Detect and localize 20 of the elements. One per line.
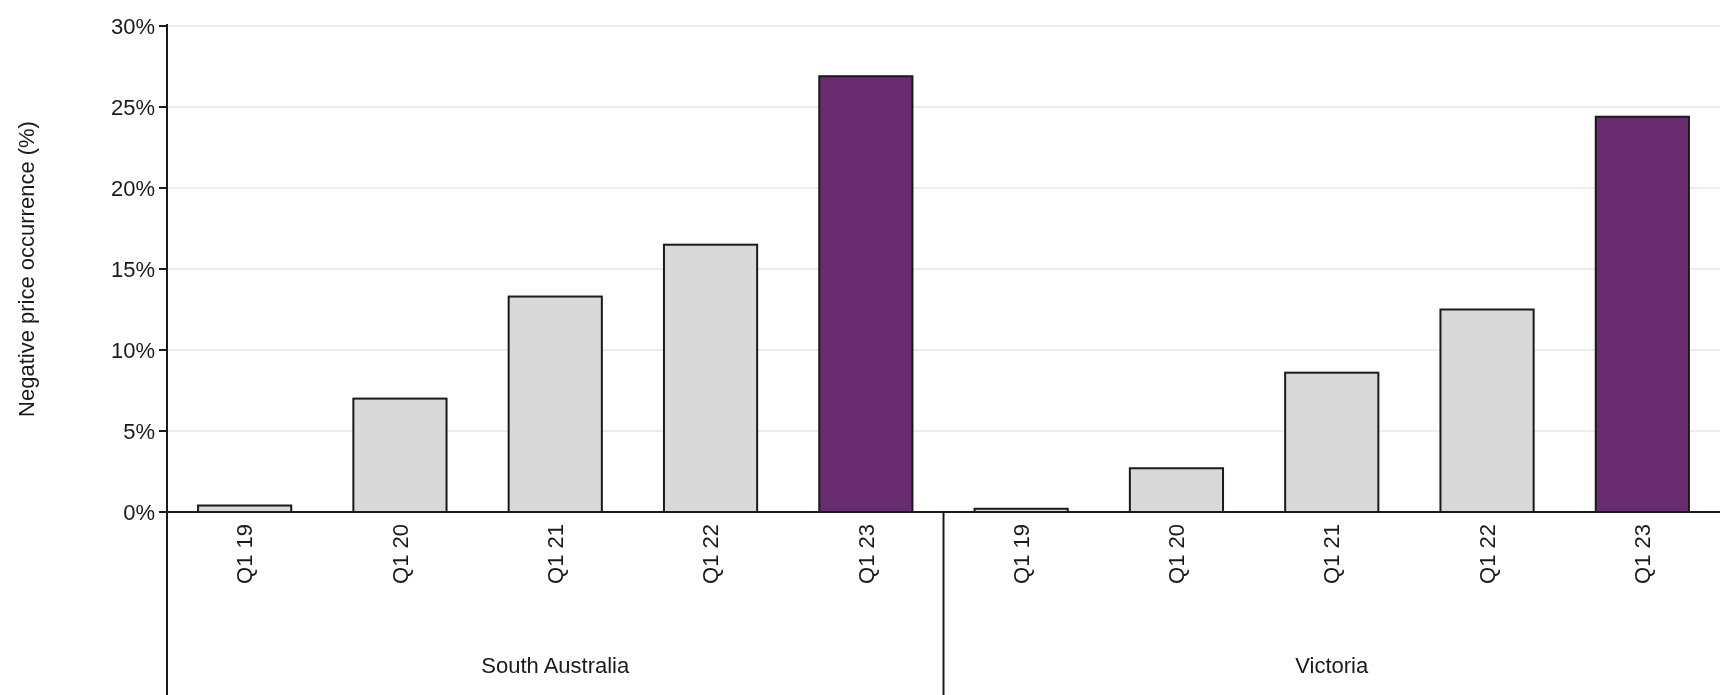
y-tick-label: 0% [123,499,155,525]
text: Victoria [1295,653,1369,678]
text: South Australia [481,653,631,678]
x-tick-label: Q1 23 [1630,524,1656,584]
y-tick-label: 15% [110,256,155,282]
y-tick-label: 30% [110,13,155,39]
x-tick-label: Q1 21 [1319,524,1345,584]
x-tick-label: Q1 20 [387,524,413,584]
x-tick-label: Q1 19 [232,524,258,584]
y-tick-label: 20% [110,175,155,201]
y-tick-label: 10% [110,337,155,363]
x-tick-label: Q1 22 [1474,524,1500,584]
x-tick-label: Q1 23 [853,524,879,584]
y-axis-title: Negative price occurrence (%) [14,121,39,417]
y-tick-label: 25% [110,94,155,120]
x-tick-label: Q1 19 [1008,524,1034,584]
x-tick-label: Q1 21 [542,524,568,584]
x-tick-label: Q1 20 [1164,524,1190,584]
y-tick-label: 5% [123,418,155,444]
x-tick-label: Q1 22 [698,524,724,584]
